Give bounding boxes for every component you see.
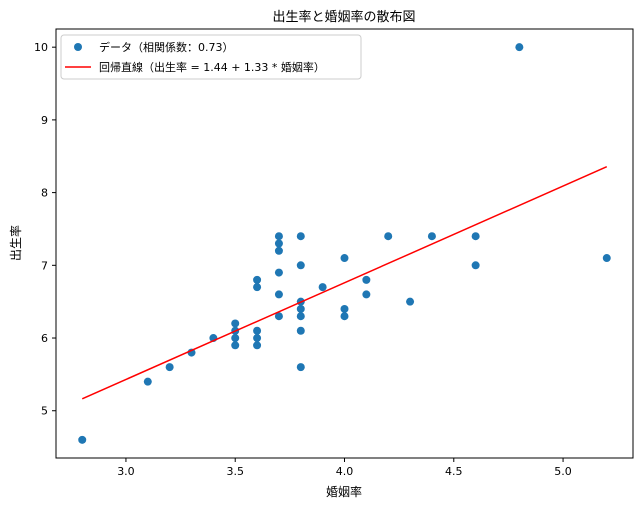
legend-box (60, 34, 362, 80)
legend-scatter-label: データ（相関係数：0.73） (99, 40, 234, 54)
data-point (602, 254, 611, 263)
chart-title: 出生率と婚姻率の散布図 (272, 9, 415, 25)
data-point (274, 239, 283, 248)
data-point (318, 283, 327, 292)
x-tick-label: 3.5 (226, 465, 244, 478)
data-point (143, 377, 152, 386)
data-point (296, 304, 305, 313)
x-tick-label: 4.0 (336, 465, 354, 478)
data-point (296, 312, 305, 321)
y-axis-label: 出生率 (8, 225, 23, 261)
data-point (165, 363, 174, 372)
y-tick-label: 6 (41, 332, 48, 345)
data-point (231, 341, 240, 350)
data-point (406, 297, 415, 306)
data-point (78, 435, 87, 444)
data-point (296, 261, 305, 270)
data-point (231, 319, 240, 328)
y-tick-label: 5 (41, 405, 48, 418)
y-tick-label: 8 (41, 187, 48, 200)
x-tick-label: 3.0 (117, 465, 135, 478)
x-tick-label: 4.5 (445, 465, 463, 478)
data-point (253, 341, 262, 350)
data-point (340, 304, 349, 313)
data-point (515, 43, 524, 52)
data-point (231, 334, 240, 343)
data-point (384, 232, 393, 241)
data-point (274, 312, 283, 321)
data-point (340, 312, 349, 321)
x-tick-label: 5.0 (554, 465, 572, 478)
data-point (253, 326, 262, 335)
y-tick-label: 10 (34, 41, 48, 54)
legend-scatter-marker (74, 43, 82, 51)
data-point (274, 232, 283, 241)
data-point (274, 246, 283, 255)
y-tick-label: 9 (41, 114, 48, 127)
y-tick-label: 7 (41, 259, 48, 272)
data-point (253, 275, 262, 284)
data-point (296, 326, 305, 335)
data-point (274, 268, 283, 277)
data-point (253, 334, 262, 343)
data-point (296, 232, 305, 241)
x-axis-label: 婚姻率 (326, 484, 362, 499)
data-point (471, 261, 480, 270)
legend: データ（相関係数：0.73） 回帰直線（出生率 = 1.44 + 1.33 * … (60, 34, 362, 80)
data-point (427, 232, 436, 241)
data-point (362, 290, 371, 299)
regression-line (81, 166, 608, 400)
data-point (471, 232, 480, 241)
legend-line-label: 回帰直線（出生率 = 1.44 + 1.33 * 婚姻率） (99, 60, 325, 74)
data-point (362, 275, 371, 284)
data-point (296, 363, 305, 372)
data-point (340, 254, 349, 263)
data-point (274, 290, 283, 299)
data-point (253, 283, 262, 292)
